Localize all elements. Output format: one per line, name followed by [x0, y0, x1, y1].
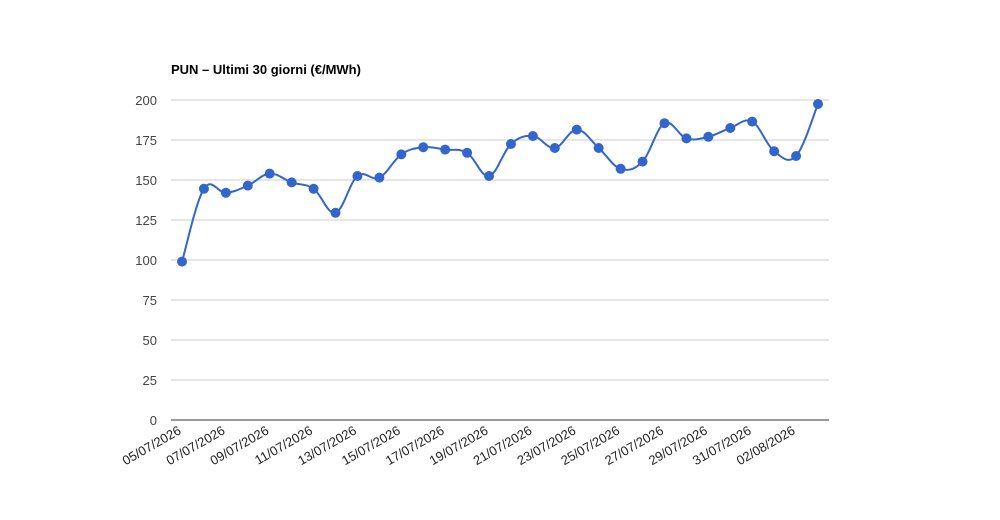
series-layer [177, 99, 823, 267]
data-point[interactable] [462, 147, 473, 158]
y-tick-label: 200 [135, 93, 157, 108]
y-axis-ticks: 0 25 50 75 100 125 150 175 200 [135, 93, 157, 428]
y-tick-label: 25 [143, 373, 157, 388]
data-point[interactable] [703, 131, 714, 142]
data-point[interactable] [637, 156, 648, 167]
data-point[interactable] [198, 183, 209, 194]
data-point[interactable] [177, 256, 187, 267]
chart-title: PUN – Ultimi 30 giorni (€/MWh) [171, 62, 361, 77]
y-tick-label: 125 [135, 213, 157, 228]
data-point[interactable] [725, 123, 736, 133]
data-point[interactable] [220, 187, 231, 198]
data-point[interactable] [308, 183, 319, 194]
data-point[interactable] [681, 133, 692, 144]
data-point[interactable] [396, 149, 407, 160]
data-point[interactable] [242, 180, 253, 191]
y-tick-label: 50 [143, 333, 157, 348]
data-point[interactable] [813, 99, 823, 109]
data-point[interactable] [374, 172, 385, 183]
y-tick-label: 150 [135, 173, 157, 188]
y-tick-label: 175 [135, 133, 157, 148]
data-point[interactable] [659, 118, 670, 129]
data-point[interactable] [440, 144, 451, 155]
data-point[interactable] [571, 124, 582, 135]
y-tick-label: 0 [150, 413, 157, 428]
data-point[interactable] [769, 146, 780, 157]
data-point[interactable] [505, 139, 516, 149]
data-point[interactable] [264, 168, 275, 179]
gridlines [171, 99, 829, 421]
data-point[interactable] [615, 163, 626, 174]
data-point[interactable] [527, 131, 538, 141]
data-point[interactable] [593, 143, 604, 153]
x-axis-ticks: 05/07/202607/07/202609/07/202611/07/2026… [120, 423, 798, 469]
data-point[interactable] [418, 142, 429, 153]
data-point[interactable] [286, 177, 297, 188]
data-point[interactable] [330, 207, 341, 218]
data-point[interactable] [747, 116, 758, 127]
data-point[interactable] [549, 143, 560, 153]
series-line [181, 103, 819, 262]
y-tick-label: 75 [143, 293, 157, 308]
y-tick-label: 100 [135, 253, 157, 268]
data-point[interactable] [791, 151, 802, 161]
data-point[interactable] [484, 171, 495, 181]
data-point[interactable] [352, 171, 363, 181]
